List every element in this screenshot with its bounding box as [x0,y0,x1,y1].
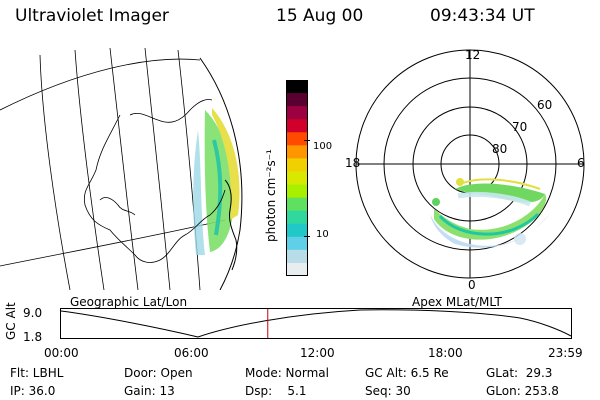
longitude-lines [39,47,201,290]
gain-info: Gain: 13 [124,384,175,398]
colorbar-strip [286,197,308,212]
colorbar-strip [286,262,308,276]
latitude-line [0,219,226,267]
glon-info: GLon: 253.8 [486,384,559,398]
seq-info: Seq: 30 [365,384,411,398]
mode-info: Mode: Normal [245,366,329,380]
colorbar-tick-10: 10 [316,229,329,240]
altitude-axis-label: GC Alt [4,302,18,340]
colorbar-strip [286,119,308,133]
time-label-00: 00:00 [44,346,79,360]
colorbar-tick-100: 100 [313,141,333,152]
glat-info: GLat: 29.3 [486,366,553,380]
observation-time: 09:43:34 UT [430,6,535,26]
lat-label-70: 70 [512,120,528,134]
altitude-plot [60,308,572,339]
earth-limb [199,57,243,290]
polar-aurora [430,178,550,248]
ip-info: IP: 36.0 [10,384,56,398]
colorbar-strip [286,184,308,199]
colorbar-strip [286,106,308,120]
mlt-label-0: 0 [468,278,476,292]
colorbar-strip [286,158,308,172]
colorbar-unit-label: photon cm⁻²s⁻¹ [264,149,278,242]
lat-label-80: 80 [492,142,508,156]
colorbar-strip [286,249,308,264]
coastline-3 [224,179,238,271]
dsp-info: Dsp: 5.1 [245,384,307,398]
time-label-12: 12:00 [300,346,335,360]
observation-date: 15 Aug 00 [276,6,364,26]
colorbar-strip [286,223,308,238]
latitude-arc [0,58,201,111]
mlt-label-18: 18 [345,156,361,170]
colorbar-strip [286,171,308,186]
geo-frame-label: Geographic Lat/Lon [70,295,188,309]
door-info: Door: Open [124,366,193,380]
instrument-title: Ultraviolet Imager [15,6,169,26]
colorbar-strip [286,145,308,159]
time-label-2359: 23:59 [548,346,583,360]
altitude-curve [60,309,572,338]
filter-info: Flt: LBHL [10,366,64,380]
altitude-tick-max: 9.0 [23,306,43,320]
gc-alt-info: GC Alt: 6.5 Re [365,366,449,380]
colorbar-strip [286,236,308,251]
coastline [83,99,226,263]
apex-frame-label: Apex MLat/MLT [412,295,502,309]
colorbar-strip [286,132,308,146]
colorbar-tick-10-mark [304,236,310,237]
mlt-label-6: 6 [577,156,585,170]
geographic-image-panel [0,47,243,290]
colorbar-strip [286,210,308,225]
mlt-label-12: 12 [465,48,481,62]
time-label-06: 06:00 [174,346,209,360]
time-label-18: 18:00 [428,346,463,360]
colorbar-strip [286,80,308,94]
lat-label-60: 60 [537,98,553,112]
colorbar [286,80,308,276]
altitude-tick-min: 1.8 [23,330,43,344]
coastline-2 [99,197,136,216]
colorbar-tick-100-mark [304,140,310,141]
geo-aurora [193,108,240,255]
colorbar-strip [286,93,308,107]
polar-plot [355,49,585,279]
